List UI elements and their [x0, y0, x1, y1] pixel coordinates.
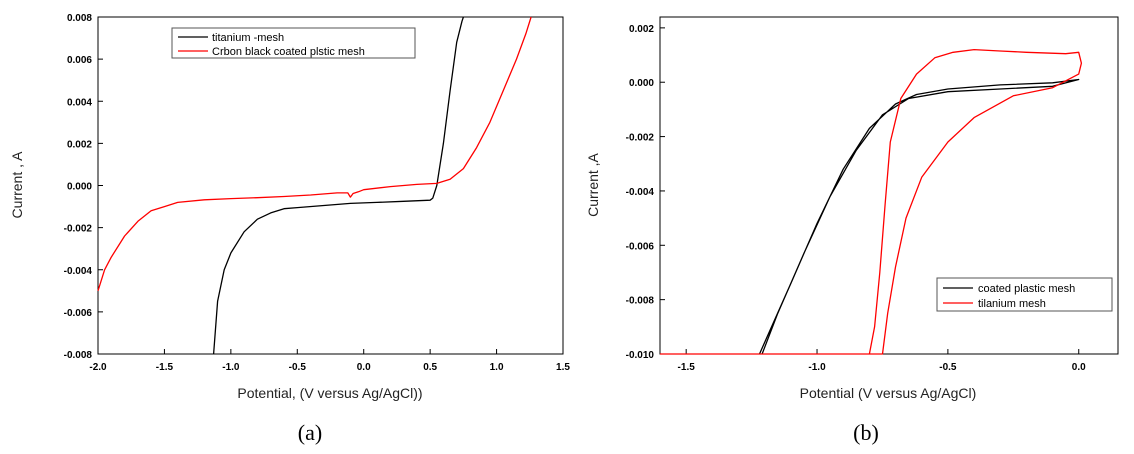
chart-b-legend-box: [936, 277, 1113, 312]
chart-a-x-tick-label: -1.0: [222, 362, 240, 373]
chart-b-caption: (b): [853, 420, 879, 445]
chart-a-legend-label-0: titanium -mesh: [212, 32, 284, 44]
chart-b-legend-label-1: tilanium mesh: [978, 298, 1046, 310]
chart-a-y-tick-label: 0.004: [67, 97, 92, 108]
chart-b-legend-label-0: coated plastic mesh: [978, 283, 1075, 295]
chart-a-y-tick-label: 0.002: [67, 139, 92, 150]
chart-b: -1.5 -1.0 -0.5 0.0 0.002 0.000 -0.002 -0.004 -0…: [585, 16, 1119, 445]
chart-a-series-line-1: [97, 16, 532, 291]
chart-a-x-tick-label: -2.0: [89, 362, 107, 373]
chart-a-x-tick-label: 1.0: [490, 362, 504, 373]
chart-a-legend-box: [171, 27, 416, 59]
chart-a-frame: [97, 16, 564, 355]
chart-b-legend: coated plastic mesh tilanium mesh: [936, 277, 1113, 312]
chart-b-y-tick-label: -0.006: [626, 241, 655, 252]
chart-b-x-tick-label: -1.0: [808, 362, 826, 373]
chart-a-y-ticks: 0.008 0.006 0.004 0.002 0.000 -0.002 -0.004 -0.…: [64, 13, 103, 361]
chart-b-series-line-1: [660, 48, 1083, 355]
chart-b-y-axis-title: Current ,A: [585, 152, 601, 216]
chart-b-x-ticks: -1.5 -1.0 -0.5 0.0: [678, 349, 1086, 373]
chart-a-x-tick-label: 1.5: [556, 362, 570, 373]
chart-a-x-tick-label: -1.5: [156, 362, 174, 373]
chart-b-x-axis-title: Potential (V versus Ag/AgCl): [800, 385, 977, 401]
chart-b-y-tick-label: -0.008: [626, 296, 655, 307]
chart-b-series-line-0: [758, 78, 1080, 355]
chart-a-y-tick-label: -0.002: [64, 224, 93, 235]
chart-b-y-tick-label: -0.004: [626, 187, 655, 198]
chart-a-y-tick-label: -0.004: [64, 266, 93, 277]
chart-a: -2.0 -1.5 -1.0 -0.5 0.0 0.5 1.0 1.5 0.0080.0060…: [9, 13, 570, 445]
chart-b-x-tick-label: 0.0: [1072, 362, 1086, 373]
chart-a-caption: (a): [298, 420, 322, 445]
chart-a-y-axis-title: Current , A: [9, 151, 25, 219]
chart-b-y-tick-label: -0.002: [626, 133, 655, 144]
chart-a-lines: [97, 16, 532, 355]
chart-a-x-axis-title: Potential, (V versus Ag/AgCl)): [237, 385, 422, 401]
chart-a-y-tick-label: 0.006: [67, 55, 92, 66]
chart-a-series-line-0: [212, 16, 465, 355]
chart-a-x-ticks: -2.0 -1.5 -1.0 -0.5 0.0 0.5 1.0 1.5: [89, 349, 570, 373]
chart-b-x-tick-label: -0.5: [939, 362, 957, 373]
chart-b-lines: [660, 48, 1083, 355]
chart-b-x-tick-label: -1.5: [678, 362, 696, 373]
chart-a-x-tick-label: 0.5: [423, 362, 437, 373]
chart-a-y-tick-label: -0.006: [64, 308, 93, 319]
chart-a-x-tick-label: 0.0: [357, 362, 371, 373]
chart-a-x-tick-label: -0.5: [289, 362, 307, 373]
chart-b-y-tick-label: -0.010: [626, 350, 655, 361]
chart-b-y-tick-label: 0.002: [629, 24, 654, 35]
chart-b-y-ticks: 0.002 0.000 -0.002 -0.004 -0.006 -0.008 -0.010: [626, 24, 665, 361]
chart-b-y-tick-label: 0.000: [629, 78, 654, 89]
chart-b-frame: [659, 16, 1119, 355]
chart-a-y-tick-label: 0.008: [67, 13, 92, 24]
chart-a-y-tick-label: 0.000: [67, 182, 92, 193]
chart-a-y-tick-label: -0.008: [64, 350, 93, 361]
chart-a-legend-label-1: Crbon black coated plstic mesh: [212, 46, 365, 58]
chart-a-legend: titanium -mesh Crbon black coated plstic…: [171, 27, 416, 59]
